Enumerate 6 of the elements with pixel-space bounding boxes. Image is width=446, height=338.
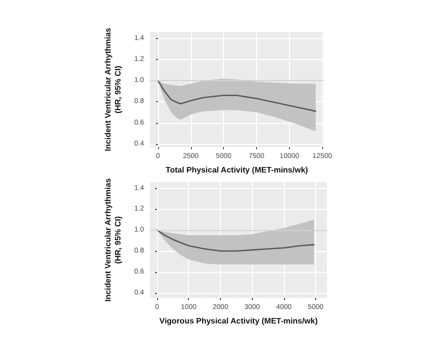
y-axis-title: Incident Ventricular Arrhythmias (HR, 95% CI) <box>104 27 122 152</box>
x-axis-title: Total Physical Activity (MET-mins/wk) <box>166 166 308 174</box>
line-series <box>157 80 316 112</box>
y-axis-title: Incident Ventricular Arrhythmias (HR, 95% CI) <box>104 178 122 302</box>
line-series <box>156 229 315 252</box>
x-axis-title: Vigorous Physical Activity (MET-mins/wk) <box>159 316 318 326</box>
